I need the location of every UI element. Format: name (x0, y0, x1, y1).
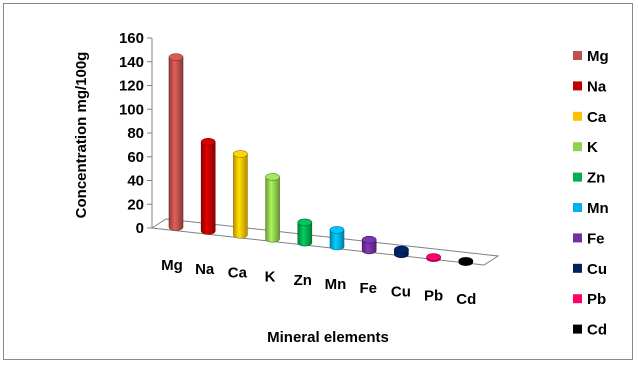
legend-label: Cu (587, 261, 607, 278)
legend-label: Na (587, 78, 607, 95)
legend-swatch (573, 142, 582, 151)
legend-swatch (573, 112, 582, 121)
legend-swatch (573, 51, 582, 60)
y-tick-label: 0 (136, 220, 144, 237)
legend-item-cu: Cu (573, 261, 607, 278)
x-tick-label: Fe (359, 280, 377, 297)
bar-zn (298, 219, 312, 246)
bar-top (266, 173, 280, 180)
bar-top (459, 257, 473, 264)
bar-body (233, 154, 247, 238)
y-tick-label: 20 (127, 196, 144, 213)
x-tick-label: Mg (161, 257, 183, 274)
x-tick-label: Cu (391, 284, 411, 301)
x-tick-label: Mn (325, 276, 347, 293)
legend-item-mg: Mg (573, 48, 609, 65)
bar-pb (427, 254, 441, 262)
bar-top (330, 226, 344, 233)
legend-label: Ca (587, 109, 607, 126)
x-axis-title: Mineral elements (267, 329, 389, 346)
legend-label: Cd (587, 322, 607, 339)
y-tick-label: 120 (119, 78, 144, 95)
bar-top (201, 138, 215, 145)
legend-item-k: K (573, 139, 598, 156)
legend-label: Mg (587, 48, 609, 65)
bar-mg (169, 54, 183, 231)
legend-swatch (573, 264, 582, 273)
x-tick-label: Na (195, 261, 215, 278)
bar-cd (459, 257, 473, 265)
legend-swatch (573, 81, 582, 90)
bar-body (266, 177, 280, 242)
bar-body (169, 57, 183, 230)
y-tick-label: 160 (119, 30, 144, 47)
legend-item-mn: Mn (573, 200, 609, 217)
bar-k (266, 173, 280, 242)
legend-label: Fe (587, 230, 605, 247)
bar-cu (394, 246, 408, 258)
legend-label: Pb (587, 291, 606, 308)
y-tick-label: 40 (127, 173, 144, 190)
chart-axes (147, 38, 498, 265)
legend-item-cd: Cd (573, 322, 607, 339)
legend-item-zn: Zn (573, 170, 605, 187)
legend-item-fe: Fe (573, 230, 605, 247)
legend-swatch (573, 294, 582, 303)
x-tick-label: Zn (294, 272, 312, 289)
bar-top (427, 254, 441, 261)
bar-top (233, 151, 247, 158)
y-tick-label: 100 (119, 101, 144, 118)
bar-top (298, 219, 312, 226)
bar-body (201, 142, 215, 235)
legend-item-na: Na (573, 78, 607, 95)
legend-swatch (573, 325, 582, 334)
bar-mn (330, 226, 344, 250)
legend-label: K (587, 139, 598, 156)
x-tick-label: Ca (228, 265, 248, 282)
legend-label: Zn (587, 170, 605, 187)
bar-top (362, 236, 376, 243)
x-tick-label: K (265, 268, 276, 285)
bar-top (394, 246, 408, 253)
bar-top (169, 54, 183, 61)
chart-legend: Mg Na Ca K Zn Mn Fe Cu Pb Cd (573, 48, 609, 339)
legend-swatch (573, 233, 582, 242)
legend-swatch (573, 203, 582, 212)
bar-fe (362, 236, 376, 254)
legend-item-ca: Ca (573, 109, 607, 126)
legend-swatch (573, 173, 582, 182)
y-tick-label: 60 (127, 149, 144, 166)
y-tick-label: 140 (119, 54, 144, 71)
legend-item-pb: Pb (573, 291, 606, 308)
legend-label: Mn (587, 200, 609, 217)
x-tick-label: Pb (424, 287, 443, 304)
bar-na (201, 138, 215, 234)
x-tick-label: Cd (456, 291, 476, 308)
y-axis-title: Concentration mg/100g (73, 52, 90, 219)
bar-ca (233, 151, 247, 239)
y-tick-label: 80 (127, 125, 144, 142)
